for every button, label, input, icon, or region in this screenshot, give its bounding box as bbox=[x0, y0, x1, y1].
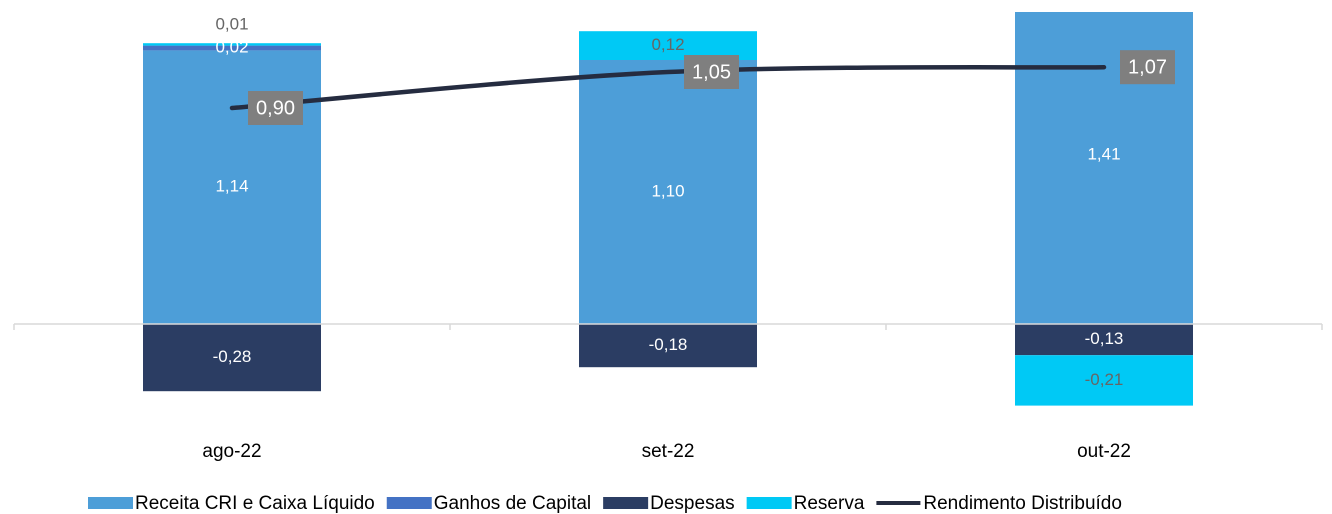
data-label: 1,41 bbox=[1087, 144, 1120, 163]
legend-swatch bbox=[603, 497, 649, 509]
data-label: 0,02 bbox=[215, 37, 248, 56]
line-label: 1,07 bbox=[1128, 56, 1167, 78]
x-tick-label: set-22 bbox=[642, 441, 695, 462]
bar-segment bbox=[579, 324, 757, 368]
line-label: 0,90 bbox=[256, 97, 295, 119]
legend-swatch bbox=[746, 497, 792, 509]
x-tick-label: ago-22 bbox=[202, 441, 261, 462]
legend-label: Receita CRI e Caixa Líquido bbox=[135, 493, 375, 514]
x-tick-label: out-22 bbox=[1077, 441, 1131, 462]
plot-area bbox=[143, 12, 1193, 406]
line-label-box bbox=[248, 91, 303, 125]
data-label: -0,13 bbox=[1085, 329, 1124, 348]
data-label: 0,12 bbox=[651, 35, 684, 54]
bar-segment bbox=[143, 43, 321, 46]
data-label: 1,14 bbox=[215, 177, 248, 196]
line-label: 1,05 bbox=[692, 61, 731, 83]
legend-label: Despesas bbox=[650, 493, 735, 514]
data-label: 1,10 bbox=[651, 181, 684, 200]
bar-segment bbox=[579, 60, 757, 324]
data-label: 0,01 bbox=[215, 15, 248, 34]
data-label: -0,21 bbox=[1085, 370, 1124, 389]
legend-label: Reserva bbox=[794, 493, 865, 514]
legend-swatch bbox=[386, 497, 432, 509]
line-series bbox=[229, 64, 1107, 111]
data-label: -0,28 bbox=[213, 347, 252, 366]
bar-segment bbox=[143, 45, 321, 51]
bar-segment bbox=[143, 324, 321, 392]
data-label: -0,18 bbox=[649, 335, 688, 354]
legend-label: Rendimento Distribuído bbox=[923, 493, 1122, 514]
bar-segment bbox=[1015, 324, 1193, 356]
legend-swatch bbox=[88, 497, 133, 509]
bar-segment bbox=[1015, 355, 1193, 406]
line-label-box bbox=[684, 55, 739, 89]
line-label-box bbox=[1120, 50, 1175, 85]
legend-label: Ganhos de Capital bbox=[434, 493, 591, 514]
